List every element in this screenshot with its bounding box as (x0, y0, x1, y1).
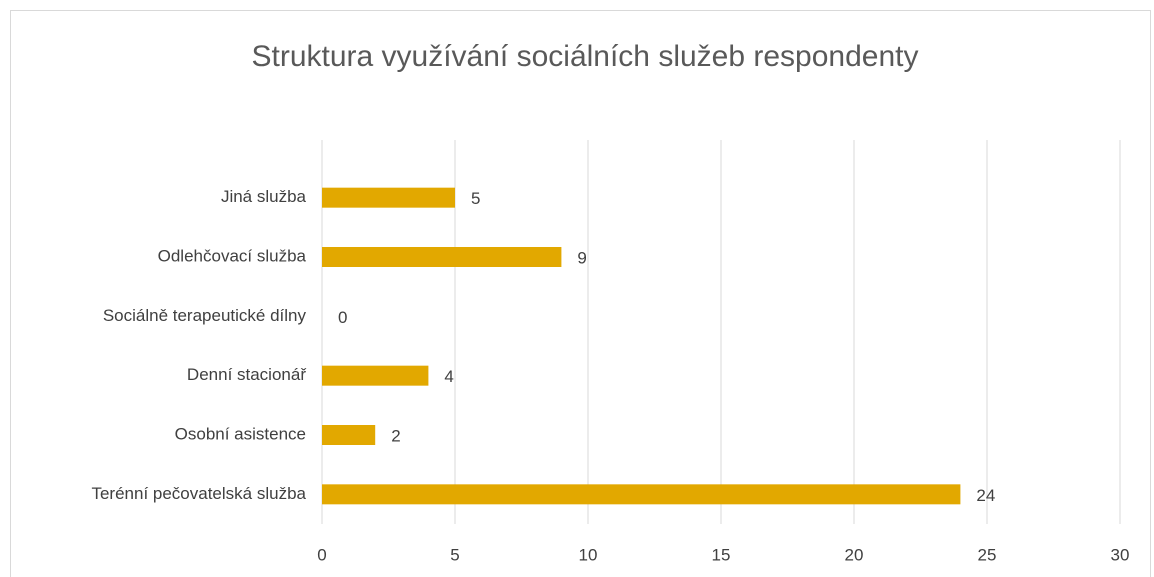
x-tick-label: 30 (1111, 545, 1130, 564)
y-tick-label: Odlehčovací služba (158, 246, 307, 265)
x-tick-label: 25 (978, 545, 997, 564)
bar (322, 425, 376, 445)
data-label: 2 (391, 426, 400, 445)
x-tick-label: 0 (317, 545, 326, 564)
x-tick-label: 10 (579, 545, 598, 564)
chart-frame (10, 10, 1151, 577)
data-label: 4 (444, 367, 453, 386)
y-tick-label: Denní stacionář (187, 365, 306, 384)
x-tick-label: 20 (845, 545, 864, 564)
bar (322, 484, 961, 505)
bar (322, 365, 429, 386)
y-tick-label: Sociálně terapeutické dílny (103, 306, 307, 325)
data-label: 5 (471, 189, 480, 208)
x-tick-label: 15 (712, 545, 731, 564)
y-tick-label: Terénní pečovatelská služba (91, 484, 306, 503)
x-tick-label: 5 (450, 545, 459, 564)
y-tick-label: Osobní asistence (175, 424, 306, 443)
data-label: 9 (577, 248, 586, 267)
bar (322, 247, 562, 267)
chart-title: Struktura využívání sociálních služeb re… (251, 40, 918, 73)
data-label: 0 (338, 308, 347, 327)
y-tick-label: Jiná služba (221, 187, 307, 206)
data-label: 24 (976, 486, 995, 505)
bar (322, 187, 455, 208)
